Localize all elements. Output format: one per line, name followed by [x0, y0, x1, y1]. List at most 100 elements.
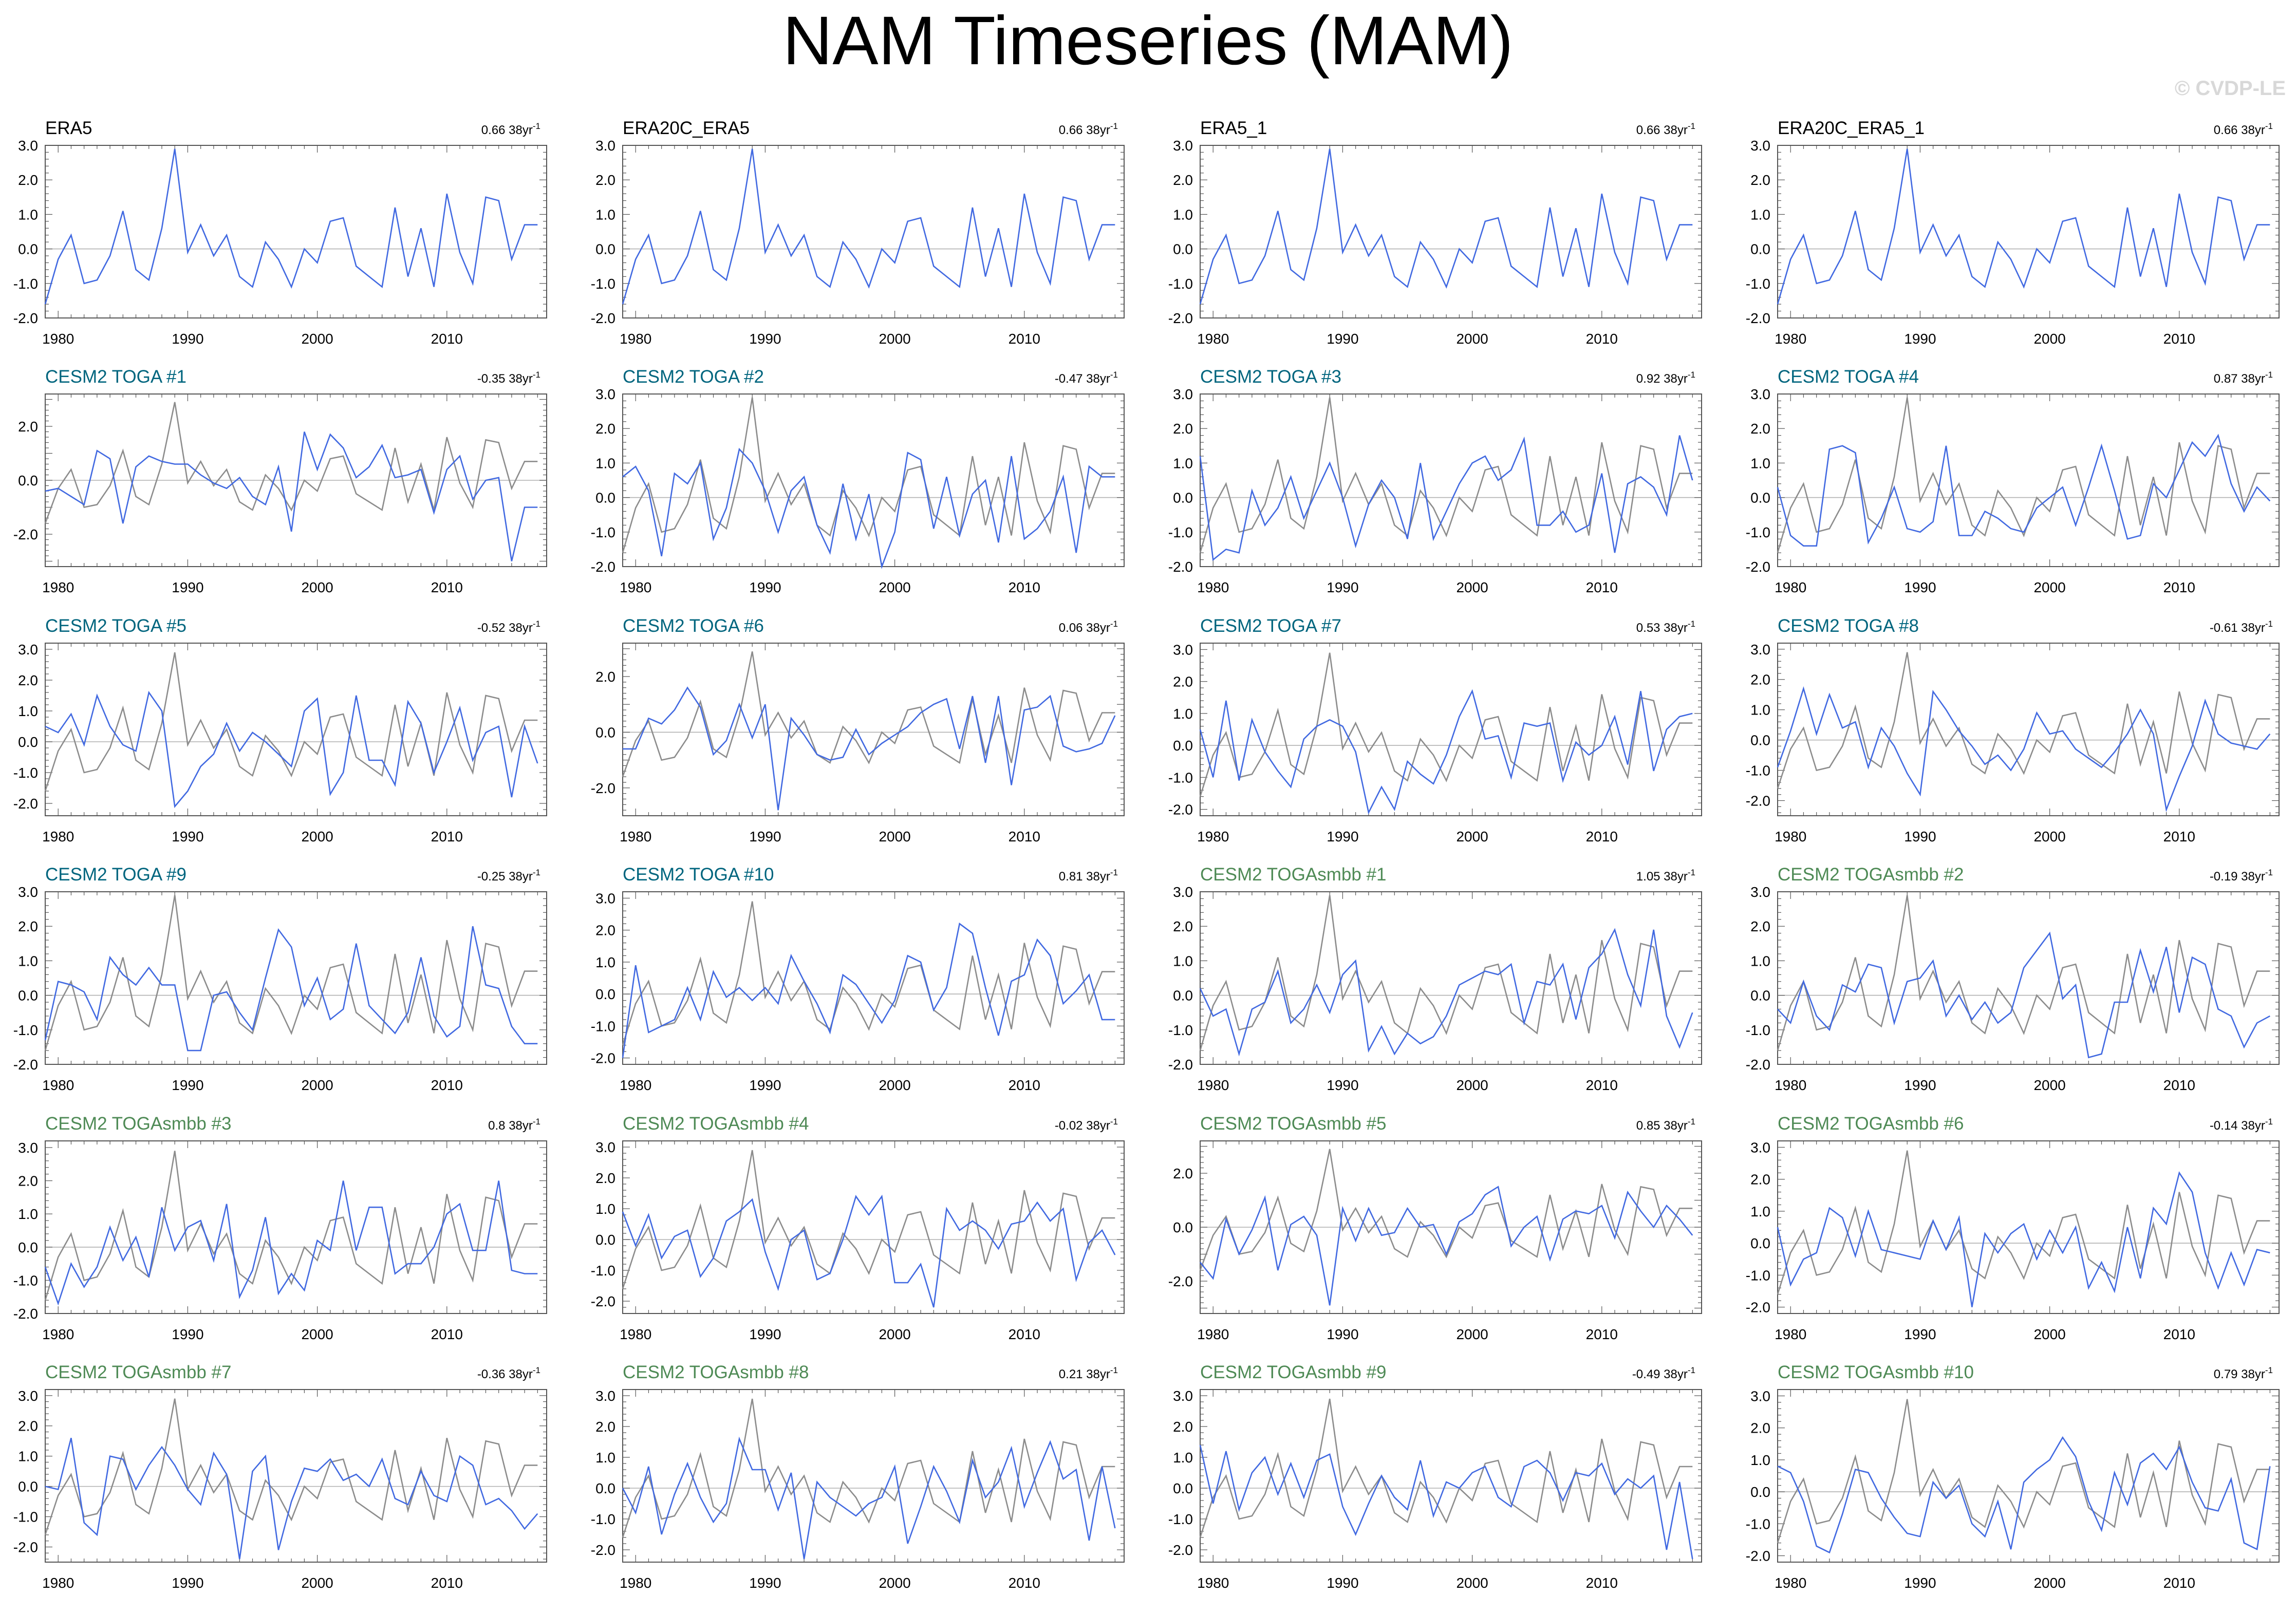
series-line	[45, 1437, 538, 1560]
trend-label: -0.47 38yr-1	[1055, 370, 1118, 386]
x-tick-label: 2000	[2033, 331, 2065, 347]
y-tick-label: -1.0	[13, 1509, 38, 1525]
panel-title: CESM2 TOGA #10	[623, 865, 774, 885]
series-line	[1777, 1171, 2270, 1307]
x-tick-label: 1990	[1904, 1575, 1936, 1591]
y-tick-label: 0.0	[18, 241, 38, 257]
trend-label: 0.66 38yr-1	[2214, 121, 2273, 137]
plot-frame	[45, 1140, 547, 1314]
trend-label: 0.53 38yr-1	[1636, 619, 1695, 635]
plot-frame	[1777, 1140, 2280, 1314]
trend-label: 1.05 38yr-1	[1636, 868, 1695, 884]
x-tick-label: 1990	[1904, 1326, 1936, 1342]
x-tick-label: 2010	[431, 1326, 463, 1342]
x-tick-label: 1990	[1327, 579, 1358, 595]
y-tick-label: 0.0	[1173, 738, 1193, 754]
y-tick-label: 3.0	[595, 138, 615, 154]
x-tick-label: 2010	[431, 829, 463, 844]
series-line-obs	[1199, 1149, 1693, 1271]
y-tick-label: 3.0	[1173, 138, 1193, 154]
panel-title: CESM2 TOGA #6	[623, 616, 764, 636]
panel-title: CESM2 TOGA #2	[623, 367, 764, 387]
x-tick-label: 2000	[1456, 331, 1488, 347]
plot-frame	[1777, 393, 2280, 567]
y-tick-label: 3.0	[18, 1140, 38, 1156]
x-tick-label: 2000	[2033, 579, 2065, 595]
series-line-obs	[44, 1398, 538, 1535]
x-tick-label: 2010	[431, 579, 463, 595]
series-line-obs	[622, 397, 1115, 553]
plot-frame	[45, 393, 547, 567]
x-tick-label: 1990	[749, 1077, 781, 1093]
y-tick-label: -1.0	[1746, 1516, 1770, 1532]
plot-frame	[1200, 393, 1702, 567]
x-tick-label: 1980	[1775, 1326, 1806, 1342]
x-tick-label: 1980	[620, 1575, 651, 1591]
series-line	[1777, 931, 2270, 1059]
series-line	[1777, 434, 2271, 547]
y-tick-label: 0.0	[18, 473, 38, 489]
series-line	[622, 922, 1115, 1058]
y-tick-label: -1.0	[1746, 763, 1770, 779]
plot-frame	[1200, 1140, 1702, 1314]
panel-title: CESM2 TOGAsmbb #7	[45, 1362, 231, 1382]
y-tick-label: 3.0	[595, 1139, 615, 1155]
series-line-obs	[1777, 895, 2270, 1051]
series-line-obs	[1777, 1399, 2270, 1544]
x-tick-label: 2000	[2033, 1326, 2065, 1342]
y-tick-label: 1.0	[595, 455, 615, 471]
plot-frame	[622, 1140, 1125, 1314]
trend-label: -0.49 38yr-1	[1632, 1365, 1695, 1381]
panel-title: CESM2 TOGAsmbb #9	[1200, 1362, 1386, 1382]
page-title: NAM Timeseries (MAM)	[782, 3, 1514, 79]
x-tick-label: 1980	[1197, 1326, 1229, 1342]
y-tick-label: 1.0	[595, 954, 615, 970]
y-tick-label: 3.0	[1750, 642, 1770, 658]
x-tick-label: 1980	[1197, 331, 1229, 347]
y-tick-label: 3.0	[1750, 1388, 1770, 1404]
y-tick-label: -2.0	[1168, 802, 1193, 818]
y-tick-label: -1.0	[1746, 1267, 1770, 1283]
y-tick-label: -1.0	[1746, 276, 1770, 292]
x-tick-label: 1990	[749, 1575, 781, 1591]
y-tick-label: 1.0	[1173, 1450, 1193, 1466]
panel-title: CESM2 TOGA #1	[45, 367, 186, 387]
x-tick-label: 2000	[301, 829, 333, 844]
y-tick-label: 2.0	[595, 1170, 615, 1186]
series-line-obs	[1777, 652, 2270, 789]
y-tick-label: 2.0	[1173, 674, 1193, 690]
series-line	[44, 926, 538, 1052]
y-tick-label: -2.0	[1168, 1542, 1193, 1558]
y-tick-label: 3.0	[595, 386, 615, 402]
y-tick-label: -1.0	[13, 276, 38, 292]
plot-frame	[1200, 891, 1702, 1065]
y-tick-label: -1.0	[1168, 770, 1193, 785]
series-line-obs	[44, 895, 538, 1051]
x-tick-label: 2010	[1586, 1575, 1618, 1591]
x-tick-label: 2000	[1456, 829, 1488, 844]
y-tick-label: 1.0	[18, 1449, 38, 1465]
y-tick-label: 2.0	[1173, 1419, 1193, 1435]
y-tick-label: -2.0	[13, 310, 38, 326]
y-tick-label: 2.0	[18, 1173, 38, 1189]
trend-label: -0.52 38yr-1	[477, 619, 540, 635]
series-line-obs	[1199, 895, 1693, 1051]
x-tick-label: 2010	[431, 1575, 463, 1591]
plot-frame	[1777, 891, 2280, 1065]
plot-frame	[45, 643, 547, 816]
trend-label: 0.87 38yr-1	[2214, 370, 2273, 386]
y-tick-label: 0.0	[1750, 1235, 1770, 1251]
y-tick-label: 0.0	[595, 1232, 615, 1248]
y-tick-label: 0.0	[1750, 733, 1770, 748]
trend-label: 0.8 38yr-1	[488, 1117, 540, 1133]
x-tick-label: 2000	[301, 579, 333, 595]
x-tick-label: 1980	[1775, 579, 1806, 595]
y-tick-label: -2.0	[1746, 793, 1770, 809]
